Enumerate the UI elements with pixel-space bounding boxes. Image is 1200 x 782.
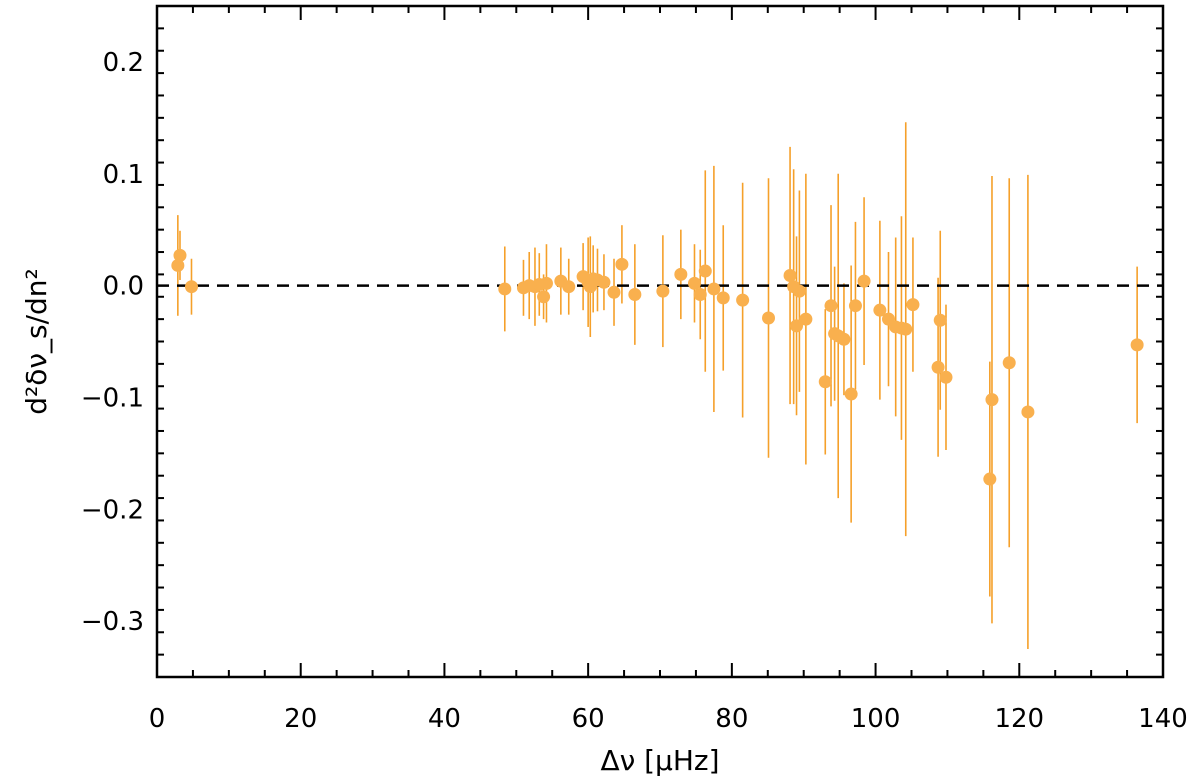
data-point [656, 284, 670, 298]
y-tick-label: 0.1 [103, 160, 144, 190]
x-tick-label: 80 [715, 704, 748, 734]
data-point [698, 264, 712, 278]
data-point [736, 293, 750, 307]
data-point [931, 360, 945, 374]
data-point [537, 290, 551, 304]
data-point [173, 248, 187, 262]
data-point [562, 280, 576, 294]
data-point [818, 375, 832, 389]
x-axis-label: Δν [μHz] [600, 744, 719, 777]
data-point [1002, 356, 1016, 370]
axis-ticks [156, 5, 1164, 678]
x-tick-label: 20 [284, 704, 317, 734]
data-point [1021, 405, 1035, 419]
data-point [848, 299, 862, 313]
data-point [985, 393, 999, 407]
data-point [873, 303, 887, 317]
errorbar-layer [177, 122, 1138, 650]
data-point [184, 280, 198, 294]
data-point [498, 282, 512, 296]
data-point [597, 275, 611, 289]
y-axis-label: d²δν_s/dn² [20, 268, 53, 415]
y-tick-label: 0.0 [103, 272, 144, 302]
x-tick-labels: 0 20 40 60 80 100 120 140 [149, 704, 1188, 734]
data-point [716, 291, 730, 305]
data-point [906, 298, 920, 312]
data-point [837, 332, 851, 346]
y-tick-label: −0.3 [81, 607, 144, 637]
data-point [939, 370, 953, 384]
data-point [693, 288, 707, 302]
data-point [687, 276, 701, 290]
data-point [674, 267, 688, 281]
data-point [857, 274, 871, 288]
data-point [933, 313, 947, 327]
x-tick-label: 120 [994, 704, 1044, 734]
y-tick-labels: −0.3 −0.2 −0.1 0.0 0.1 0.2 [81, 48, 144, 637]
data-point [790, 319, 804, 333]
x-tick-label: 140 [1138, 704, 1188, 734]
x-tick-label: 0 [149, 704, 166, 734]
data-point [844, 387, 858, 401]
data-point [792, 284, 806, 298]
data-point [983, 472, 997, 486]
marker-layer [171, 248, 1144, 486]
plot-frame [155, 4, 1165, 679]
data-point [783, 269, 797, 283]
data-point [1130, 338, 1144, 352]
data-point [707, 282, 721, 296]
data-point [628, 288, 642, 302]
data-point [899, 322, 913, 336]
data-point [171, 258, 185, 272]
x-tick-label: 40 [428, 704, 461, 734]
data-point [824, 299, 838, 313]
data-point [762, 311, 776, 325]
data-point [615, 257, 629, 271]
x-tick-label: 100 [851, 704, 901, 734]
data-point [799, 312, 813, 326]
data-point [539, 276, 553, 290]
x-tick-label: 60 [572, 704, 605, 734]
y-tick-label: −0.2 [81, 495, 144, 525]
data-point [607, 285, 621, 299]
y-tick-label: −0.1 [81, 383, 144, 413]
y-tick-label: 0.2 [103, 48, 144, 78]
